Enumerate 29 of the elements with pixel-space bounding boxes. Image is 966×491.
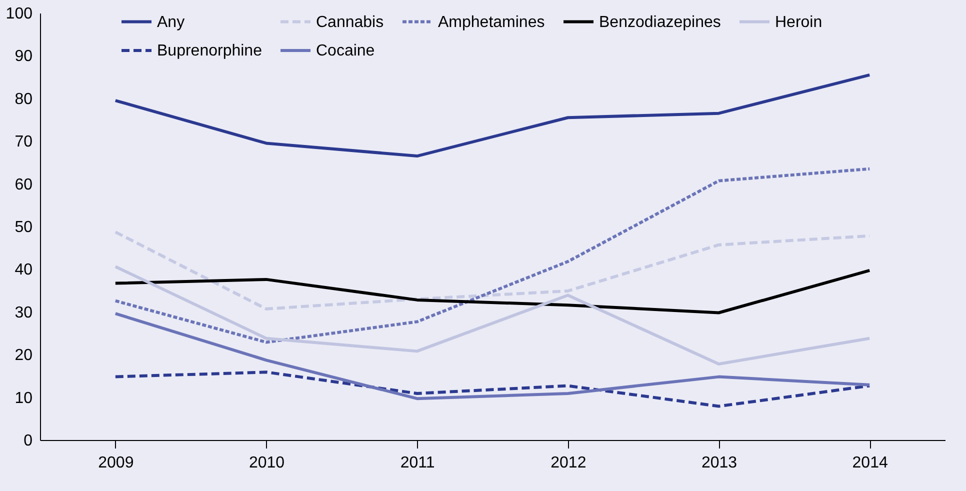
x-tick-label: 2010 bbox=[248, 454, 285, 472]
x-tick-label: 2011 bbox=[400, 454, 435, 472]
legend-label: Cocaine bbox=[316, 42, 375, 60]
line-series bbox=[114, 370, 872, 408]
y-tick-label: 100 bbox=[6, 6, 33, 22]
legend-label: Cannabis bbox=[316, 14, 384, 31]
y-tick-label: 0 bbox=[24, 432, 33, 450]
y-tick-label: 50 bbox=[14, 219, 33, 236]
x-tick-label: 2014 bbox=[852, 454, 888, 472]
y-tick-label: 70 bbox=[14, 134, 33, 151]
y-tick-label: 40 bbox=[14, 262, 33, 279]
legend-label: Any bbox=[157, 14, 185, 31]
x-tick-label: 2012 bbox=[550, 454, 586, 472]
legend-label: Benzodiazepines bbox=[599, 14, 721, 31]
y-tick-label: 10 bbox=[14, 390, 33, 407]
legend-label: Buprenorphine bbox=[157, 42, 262, 60]
line-series bbox=[114, 268, 872, 314]
y-tick-label: 80 bbox=[14, 90, 33, 108]
legend-label: Heroin bbox=[775, 14, 822, 31]
y-tick-label: 90 bbox=[14, 48, 33, 66]
line-series bbox=[114, 73, 872, 158]
y-tick-label: 30 bbox=[14, 304, 33, 322]
line-series bbox=[114, 167, 872, 344]
x-tick-label: 2009 bbox=[98, 454, 134, 472]
y-tick-label: 60 bbox=[14, 176, 33, 194]
x-tick-label: 2013 bbox=[701, 454, 738, 472]
legend-label: Amphetamines bbox=[438, 14, 545, 31]
y-tick-label: 20 bbox=[14, 347, 33, 364]
line-series bbox=[114, 312, 872, 400]
